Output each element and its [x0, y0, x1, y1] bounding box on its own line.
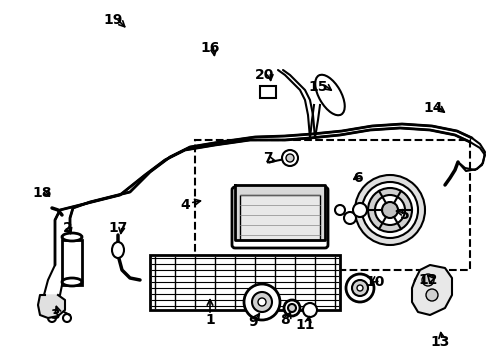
Polygon shape: [38, 295, 65, 318]
Circle shape: [353, 203, 367, 217]
Polygon shape: [370, 124, 402, 130]
Polygon shape: [215, 137, 255, 145]
Text: 4: 4: [180, 198, 190, 212]
Circle shape: [346, 274, 374, 302]
Polygon shape: [55, 218, 70, 265]
Circle shape: [252, 292, 272, 312]
Polygon shape: [310, 131, 342, 138]
Circle shape: [355, 175, 425, 245]
Circle shape: [357, 285, 363, 291]
Circle shape: [352, 280, 368, 296]
Text: 10: 10: [366, 275, 385, 289]
Circle shape: [375, 195, 405, 225]
Circle shape: [382, 202, 398, 218]
Bar: [150, 255, 340, 310]
Text: 12: 12: [418, 273, 438, 287]
Polygon shape: [400, 124, 432, 130]
Circle shape: [362, 182, 418, 238]
Polygon shape: [185, 142, 220, 150]
Polygon shape: [285, 134, 312, 140]
Text: 16: 16: [200, 41, 220, 55]
Text: 11: 11: [295, 318, 315, 332]
Text: 7: 7: [263, 151, 273, 165]
Polygon shape: [165, 147, 190, 160]
Circle shape: [422, 274, 434, 286]
Bar: [260, 86, 276, 98]
Text: 19: 19: [103, 13, 122, 27]
Circle shape: [303, 303, 317, 317]
Text: 1: 1: [205, 313, 215, 327]
FancyBboxPatch shape: [232, 187, 328, 248]
Polygon shape: [455, 131, 472, 142]
Polygon shape: [55, 208, 73, 220]
Text: 9: 9: [248, 315, 258, 329]
Bar: [195, 140, 470, 270]
Circle shape: [284, 300, 300, 316]
Polygon shape: [145, 157, 170, 175]
Circle shape: [426, 289, 438, 301]
Text: 6: 6: [353, 171, 363, 185]
Polygon shape: [80, 197, 110, 205]
Polygon shape: [100, 192, 130, 200]
Text: 17: 17: [108, 221, 128, 235]
Text: 18: 18: [32, 186, 52, 200]
Polygon shape: [120, 172, 150, 195]
Circle shape: [286, 154, 294, 162]
Ellipse shape: [62, 233, 82, 241]
Bar: [240, 195, 320, 240]
Circle shape: [344, 212, 356, 224]
Ellipse shape: [62, 278, 82, 286]
Circle shape: [335, 205, 345, 215]
Bar: [62, 240, 82, 285]
Polygon shape: [60, 202, 90, 210]
Text: 13: 13: [430, 335, 450, 349]
Polygon shape: [340, 126, 372, 135]
Text: 8: 8: [280, 313, 290, 327]
Text: 3: 3: [50, 308, 60, 322]
Circle shape: [288, 304, 296, 312]
Text: 20: 20: [255, 68, 275, 82]
Circle shape: [258, 298, 266, 306]
Text: 5: 5: [400, 208, 410, 222]
Polygon shape: [250, 136, 285, 140]
Text: 2: 2: [63, 221, 73, 235]
Circle shape: [282, 150, 298, 166]
Text: 15: 15: [308, 80, 328, 94]
Circle shape: [244, 284, 280, 320]
Circle shape: [368, 188, 412, 232]
Polygon shape: [235, 185, 325, 240]
Polygon shape: [430, 126, 457, 135]
Text: 14: 14: [423, 101, 443, 115]
Polygon shape: [412, 265, 452, 315]
Ellipse shape: [112, 242, 124, 258]
